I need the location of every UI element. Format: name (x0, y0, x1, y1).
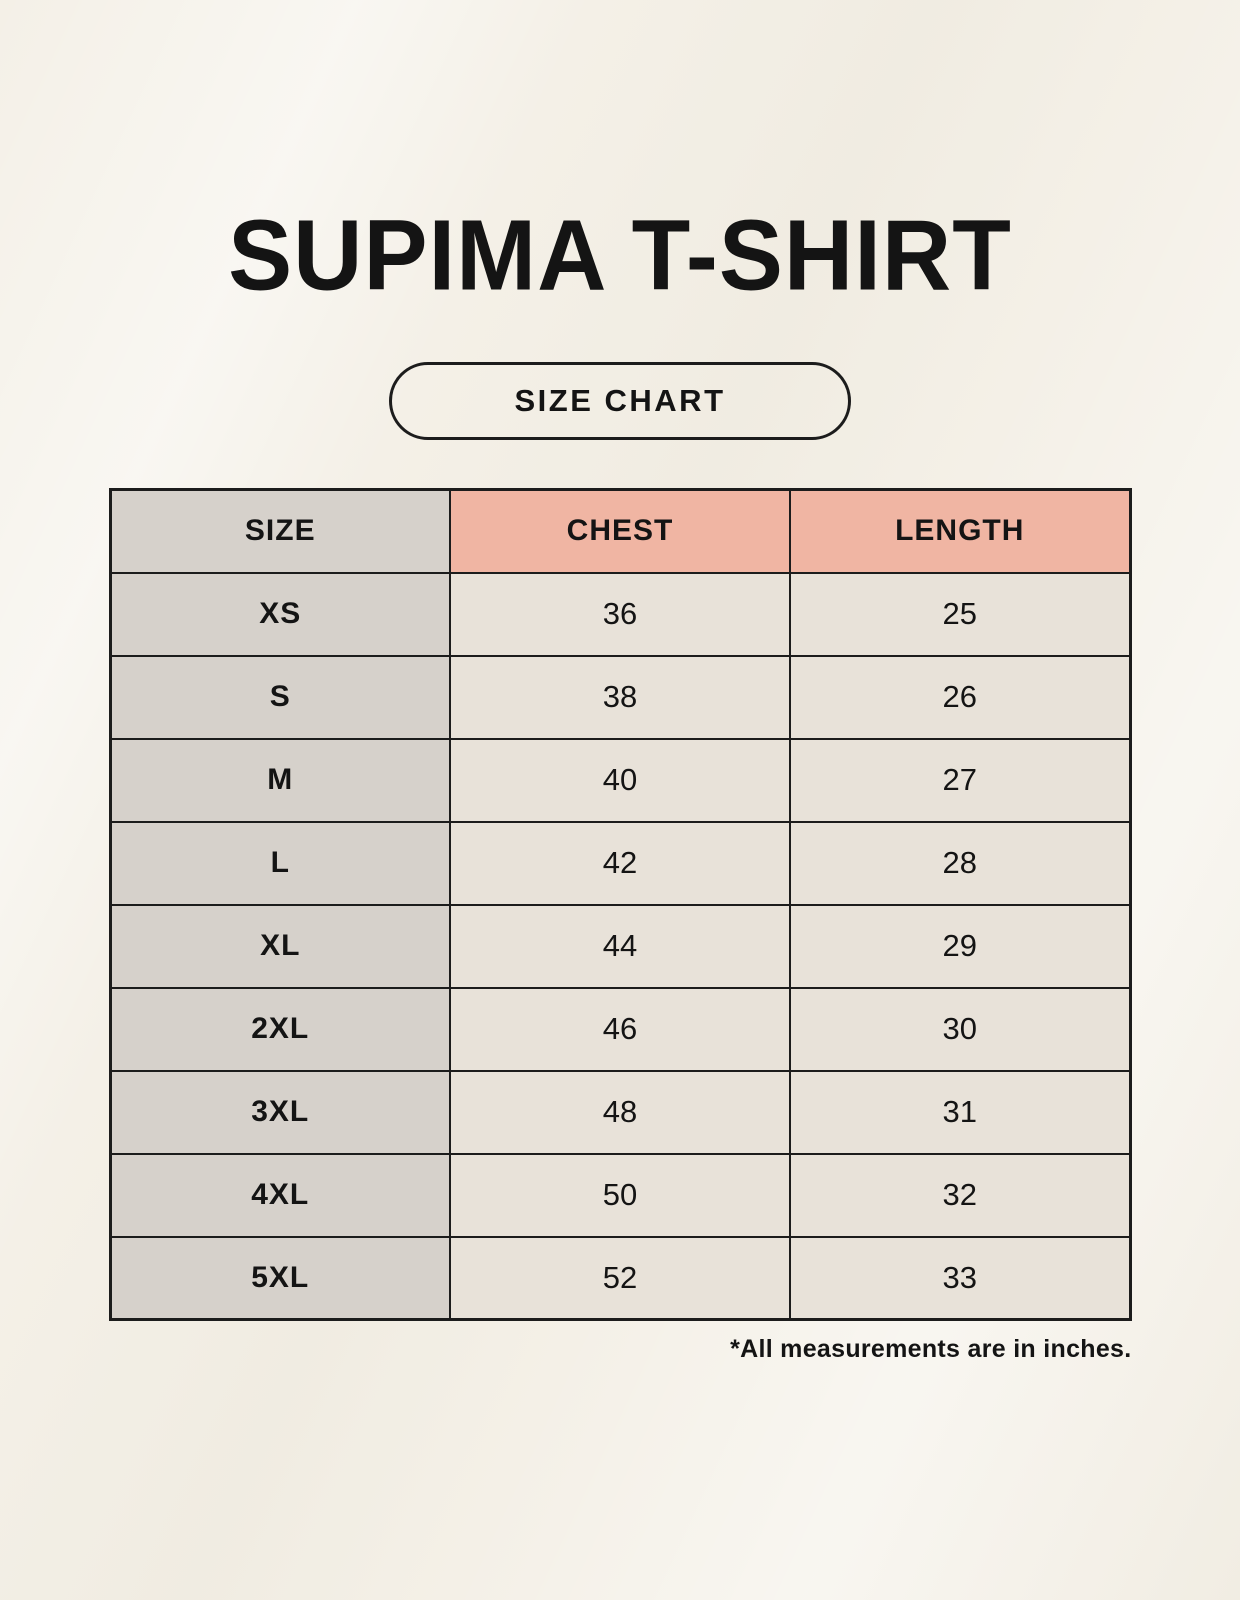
chest-cell: 48 (449, 1069, 791, 1155)
table-row: 4XL 50 32 (109, 1152, 1131, 1238)
length-cell: 31 (789, 1069, 1131, 1155)
size-cell: 2XL (109, 986, 451, 1072)
table-row: 3XL 48 31 (109, 1069, 1131, 1155)
table-row: 5XL 52 33 (109, 1235, 1131, 1321)
column-header-size: SIZE (109, 488, 451, 574)
table-body: XS 36 25 S 38 26 M 40 27 L 42 28 XL 44 29 2XL 46 30 3XL 48 3… (109, 571, 1131, 1321)
table-row: XL 44 29 (109, 903, 1131, 989)
chest-cell: 36 (449, 571, 791, 657)
chest-cell: 44 (449, 903, 791, 989)
size-chart-badge[interactable]: SIZE CHART (389, 362, 851, 440)
table-row: S 38 26 (109, 654, 1131, 740)
length-cell: 30 (789, 986, 1131, 1072)
page-title: SUPIMA T-SHIRT (228, 199, 1012, 312)
footnote: *All measurements are in inches. (730, 1335, 1132, 1363)
chest-cell: 40 (449, 737, 791, 823)
table-header-row: SIZE CHEST LENGTH (109, 488, 1131, 574)
size-cell: 5XL (109, 1235, 451, 1321)
size-table: SIZE CHEST LENGTH XS 36 25 S 38 26 M 40 27 L 42 28 X… (108, 488, 1132, 1321)
chest-cell: 52 (449, 1235, 791, 1321)
table-row: 2XL 46 30 (109, 986, 1131, 1072)
table-row: XS 36 25 (109, 571, 1131, 657)
length-cell: 28 (789, 820, 1131, 906)
length-cell: 26 (789, 654, 1131, 740)
size-cell: XS (109, 571, 451, 657)
size-cell: S (109, 654, 451, 740)
size-cell: L (109, 820, 451, 906)
size-cell: 3XL (109, 1069, 451, 1155)
size-cell: 4XL (109, 1152, 451, 1238)
size-cell: XL (109, 903, 451, 989)
length-cell: 33 (789, 1235, 1131, 1321)
table-row: M 40 27 (109, 737, 1131, 823)
column-header-chest: CHEST (449, 488, 791, 574)
column-header-length: LENGTH (789, 488, 1131, 574)
chest-cell: 42 (449, 820, 791, 906)
length-cell: 29 (789, 903, 1131, 989)
length-cell: 25 (789, 571, 1131, 657)
size-cell: M (109, 737, 451, 823)
length-cell: 27 (789, 737, 1131, 823)
chest-cell: 38 (449, 654, 791, 740)
table-row: L 42 28 (109, 820, 1131, 906)
size-chart-badge-label: SIZE CHART (514, 383, 726, 418)
length-cell: 32 (789, 1152, 1131, 1238)
chest-cell: 46 (449, 986, 791, 1072)
chest-cell: 50 (449, 1152, 791, 1238)
